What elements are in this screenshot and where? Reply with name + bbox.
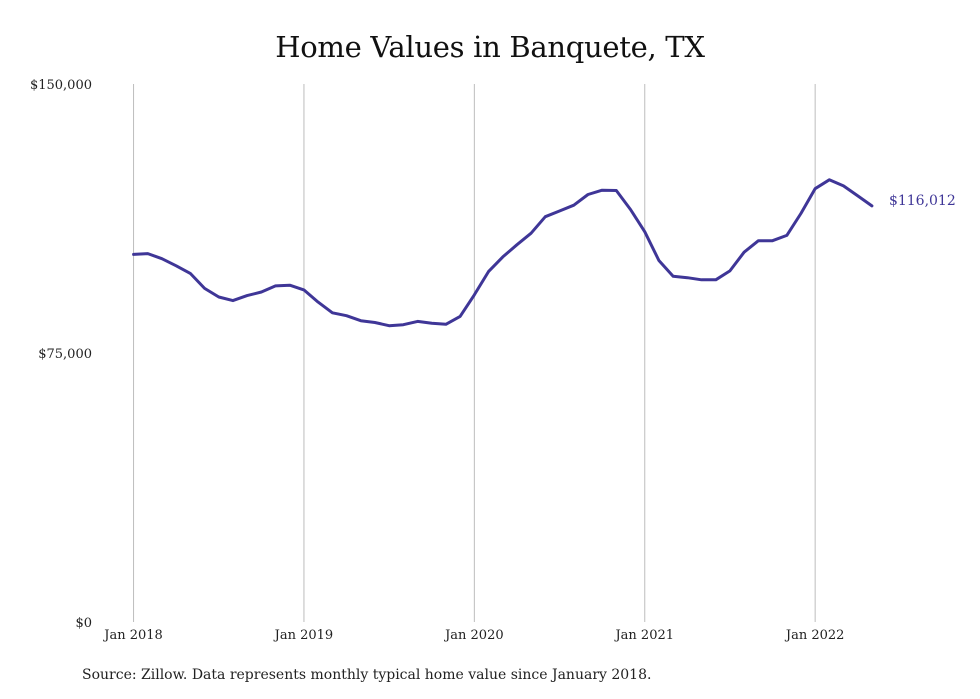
x-tick-label: Jan 2018 — [102, 628, 163, 643]
x-axis: Jan 2018 Jan 2019 Jan 2020 Jan 2021 Jan 2022 — [102, 628, 844, 643]
y-tick-label: $75,000 — [38, 347, 92, 362]
y-tick-label: $150,000 — [30, 78, 92, 93]
x-tick-label: Jan 2020 — [443, 628, 504, 643]
x-tick-label: Jan 2021 — [613, 628, 674, 643]
series-line — [132, 178, 874, 328]
y-axis: $0 $75,000 $150,000 — [30, 78, 92, 631]
source-note: Source: Zillow. Data represents monthly … — [82, 667, 652, 683]
x-tick-label: Jan 2022 — [784, 628, 845, 643]
y-tick-label: $0 — [75, 616, 92, 631]
gridlines — [133, 84, 816, 622]
chart-title: Home Values in Banquete, TX — [275, 30, 705, 64]
end-value-label: $116,012 — [889, 193, 956, 209]
x-tick-label: Jan 2019 — [273, 628, 334, 643]
